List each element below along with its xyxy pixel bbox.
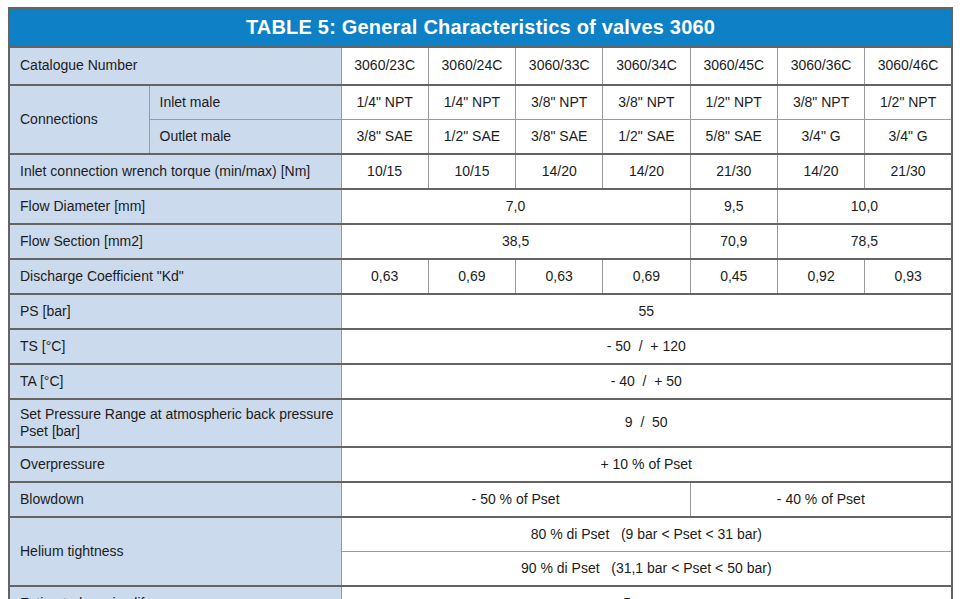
cell-value: 1/2" SAE bbox=[603, 120, 690, 155]
cell-value: 3060/45C bbox=[690, 47, 777, 85]
cell-value: 10/15 bbox=[341, 154, 428, 189]
row-set-pressure-range: Set Pressure Range at atmospheric back p… bbox=[9, 399, 952, 447]
title-row: TABLE 5: General Characteristics of valv… bbox=[9, 8, 952, 47]
cell-value: 3/8" SAE bbox=[341, 120, 428, 155]
cell-value: 3/8" NPT bbox=[516, 85, 603, 120]
cell-value: 0,63 bbox=[516, 259, 603, 294]
cell-value: 38,5 bbox=[341, 224, 690, 259]
row-blowdown: Blowdown - 50 % of Pset - 40 % of Pset bbox=[9, 482, 952, 517]
cell-value: 0,69 bbox=[603, 259, 690, 294]
cell-value: 3/4" G bbox=[777, 120, 864, 155]
table-title: TABLE 5: General Characteristics of valv… bbox=[9, 8, 952, 47]
row-ps: PS [bar] 55 bbox=[9, 294, 952, 329]
cell-value: 3/8" NPT bbox=[777, 85, 864, 120]
cell-value: 10/15 bbox=[428, 154, 515, 189]
row-ts: TS [°C] - 50 / + 120 bbox=[9, 329, 952, 364]
cell-value: 14/20 bbox=[603, 154, 690, 189]
cell-value: 1/4" NPT bbox=[341, 85, 428, 120]
cell-value: 1/2" SAE bbox=[428, 120, 515, 155]
row-label: Overpressure bbox=[9, 447, 341, 482]
row-helium-tightness-1: Helium tightness 80 % di Pset (9 bar < P… bbox=[9, 517, 952, 552]
cell-value: 14/20 bbox=[777, 154, 864, 189]
cell-value: + 10 % of Pset bbox=[341, 447, 952, 482]
cell-value: 90 % di Pset (31,1 bar < Pset < 50 bar) bbox=[341, 552, 952, 587]
cell-value: - 50 % of Pset bbox=[341, 482, 690, 517]
cell-value: 3060/33C bbox=[516, 47, 603, 85]
cell-value: - 40 / + 50 bbox=[341, 364, 952, 399]
row-inlet-male: Connections Inlet male 1/4" NPT 1/4" NPT… bbox=[9, 85, 952, 120]
cell-value: 9,5 bbox=[690, 189, 777, 224]
cell-value: 9 / 50 bbox=[341, 399, 952, 447]
row-sublabel-outlet: Outlet male bbox=[149, 120, 341, 155]
datasheet-page: TABLE 5: General Characteristics of valv… bbox=[0, 0, 963, 599]
cell-value: 10,0 bbox=[777, 189, 952, 224]
row-label: PS [bar] bbox=[9, 294, 341, 329]
row-overpressure: Overpressure + 10 % of Pset bbox=[9, 447, 952, 482]
row-label: Discharge Coefficient "Kd" bbox=[9, 259, 341, 294]
row-flow-section: Flow Section [mm2] 38,5 70,9 78,5 bbox=[9, 224, 952, 259]
cell-value: 0,45 bbox=[690, 259, 777, 294]
valve-characteristics-table: TABLE 5: General Characteristics of valv… bbox=[8, 7, 953, 599]
row-label: Catalogue Number bbox=[9, 47, 341, 85]
cell-value: 3060/34C bbox=[603, 47, 690, 85]
row-flow-diameter: Flow Diameter [mm] 7,0 9,5 10,0 bbox=[9, 189, 952, 224]
cell-value: 3/4" G bbox=[865, 120, 952, 155]
cell-value: 21/30 bbox=[690, 154, 777, 189]
row-label: TS [°C] bbox=[9, 329, 341, 364]
cell-value: 5/8" SAE bbox=[690, 120, 777, 155]
cell-value: 78,5 bbox=[777, 224, 952, 259]
row-service-life: Estimated service life 5 years bbox=[9, 586, 952, 599]
row-label: TA [°C] bbox=[9, 364, 341, 399]
row-ta: TA [°C] - 40 / + 50 bbox=[9, 364, 952, 399]
row-label-helium: Helium tightness bbox=[9, 517, 341, 586]
row-sublabel-inlet: Inlet male bbox=[149, 85, 341, 120]
cell-value: 3060/24C bbox=[428, 47, 515, 85]
cell-value: 1/4" NPT bbox=[428, 85, 515, 120]
cell-value: 14/20 bbox=[516, 154, 603, 189]
cell-value: 3/8" SAE bbox=[516, 120, 603, 155]
row-label: Set Pressure Range at atmospheric back p… bbox=[9, 399, 341, 447]
cell-value: - 50 / + 120 bbox=[341, 329, 952, 364]
cell-value: 21/30 bbox=[865, 154, 952, 189]
row-label: Flow Diameter [mm] bbox=[9, 189, 341, 224]
row-label-connections: Connections bbox=[9, 85, 149, 154]
cell-value: 80 % di Pset (9 bar < Pset < 31 bar) bbox=[341, 517, 952, 552]
cell-value: - 40 % of Pset bbox=[690, 482, 952, 517]
cell-value: 3060/36C bbox=[777, 47, 864, 85]
cell-value: 3/8" NPT bbox=[603, 85, 690, 120]
cell-value: 3060/46C bbox=[865, 47, 952, 85]
cell-value: 5 years bbox=[341, 586, 952, 599]
row-label: Estimated service life bbox=[9, 586, 341, 599]
row-label: Blowdown bbox=[9, 482, 341, 517]
cell-value: 7,0 bbox=[341, 189, 690, 224]
cell-value: 1/2" NPT bbox=[690, 85, 777, 120]
row-label: Inlet connection wrench torque (min/max)… bbox=[9, 154, 341, 189]
row-discharge-coefficient: Discharge Coefficient "Kd" 0,63 0,69 0,6… bbox=[9, 259, 952, 294]
cell-value: 1/2" NPT bbox=[865, 85, 952, 120]
cell-value: 3060/23C bbox=[341, 47, 428, 85]
row-label: Flow Section [mm2] bbox=[9, 224, 341, 259]
cell-value: 0,63 bbox=[341, 259, 428, 294]
cell-value: 0,93 bbox=[865, 259, 952, 294]
cell-value: 70,9 bbox=[690, 224, 777, 259]
row-outlet-male: Outlet male 3/8" SAE 1/2" SAE 3/8" SAE 1… bbox=[9, 120, 952, 155]
cell-value: 0,69 bbox=[428, 259, 515, 294]
cell-value: 0,92 bbox=[777, 259, 864, 294]
row-wrench-torque: Inlet connection wrench torque (min/max)… bbox=[9, 154, 952, 189]
row-catalogue-number: Catalogue Number 3060/23C 3060/24C 3060/… bbox=[9, 47, 952, 85]
cell-value: 55 bbox=[341, 294, 952, 329]
